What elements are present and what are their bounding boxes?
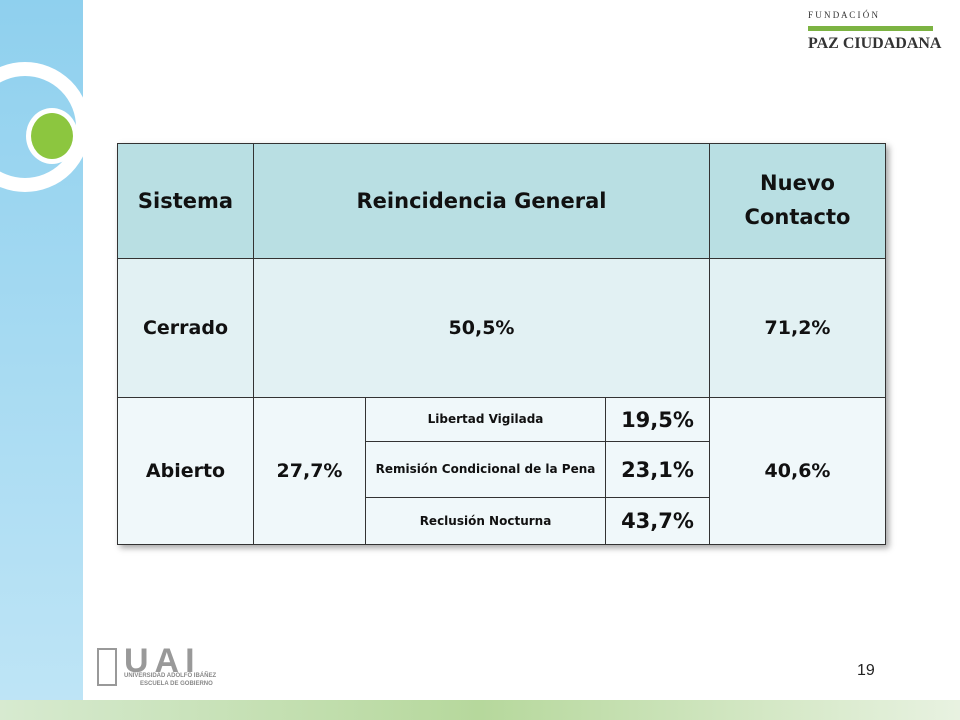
cell: 40,6% [709, 397, 886, 545]
cell: Abierto [117, 397, 254, 545]
cell: 23,1% [605, 441, 710, 498]
footer-logo-line: UNIVERSIDAD ADOLFO IBÁÑEZ [124, 673, 217, 679]
page-number: 19 [857, 662, 875, 679]
footer-logo-emblem [97, 648, 117, 686]
logo-top: F U N D A C I Ó N [808, 10, 879, 20]
circle-deco [26, 108, 78, 164]
footer-logo-line: ESCUELA DE GOBIERNO [140, 681, 213, 687]
cell: Reclusión Nocturna [365, 497, 606, 545]
header-cell: Reincidencia General [253, 143, 710, 259]
cell: 50,5% [253, 258, 710, 398]
header-cell: Sistema [117, 143, 254, 259]
cell: 27,7% [253, 397, 366, 545]
logo-bar [808, 26, 933, 31]
cell: Libertad Vigilada [365, 397, 606, 442]
cell: 19,5% [605, 397, 710, 442]
cell: 71,2% [709, 258, 886, 398]
cell: Remisión Condicional de la Pena [365, 441, 606, 498]
cell: 43,7% [605, 497, 710, 545]
logo-bottom: PAZ CIUDADANA [808, 35, 942, 52]
footer-logo-mark: UAI [124, 642, 201, 680]
header-cell: Nuevo Contacto [709, 143, 886, 259]
table: Sistema Reincidencia General Nuevo Conta… [117, 143, 886, 545]
cell: Cerrado [117, 258, 254, 398]
bottom-strip [0, 700, 960, 720]
